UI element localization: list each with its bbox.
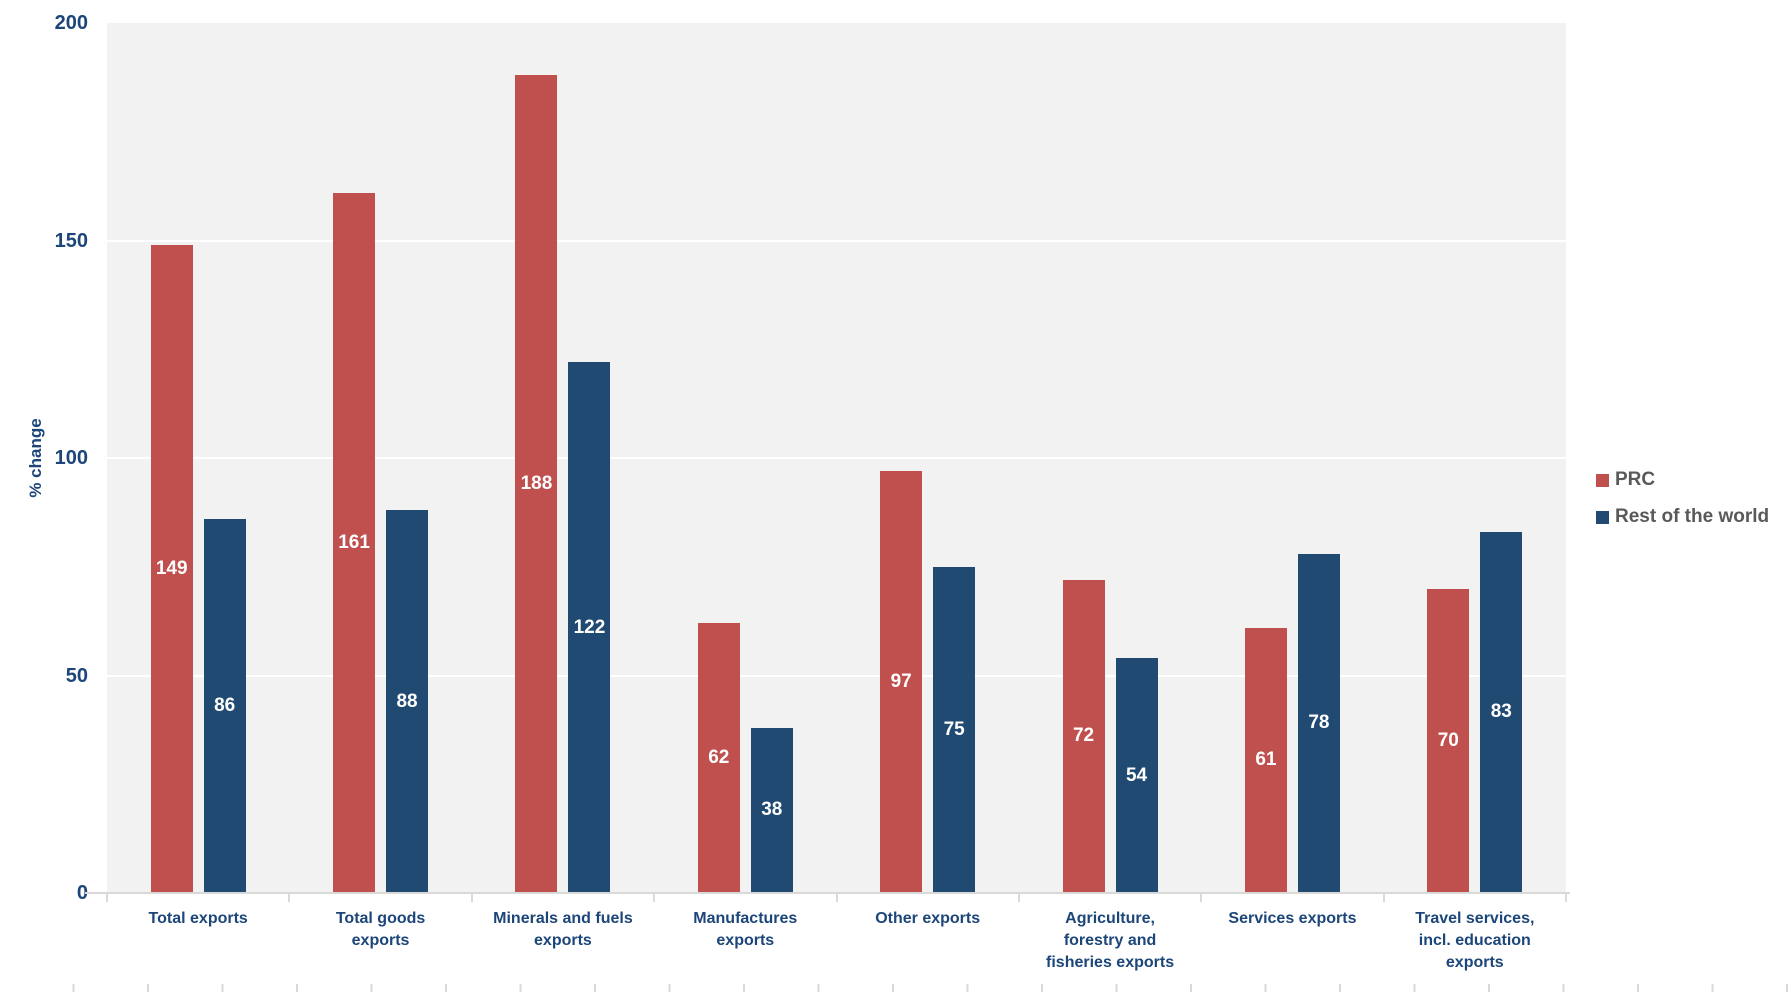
bars-row: 149 86 161 88 188 122 62 38 97 75 72 54 61 78 70 83 xyxy=(107,23,1566,893)
legend-swatch xyxy=(1596,473,1609,487)
bar-value-label: 88 xyxy=(396,690,418,712)
legend-label: Rest of the world xyxy=(1615,506,1770,527)
bar-value-label: 61 xyxy=(1255,749,1277,771)
x-axis-label-total-goods: Total goods exports xyxy=(335,910,426,949)
y-tick-label: 100 xyxy=(54,447,88,469)
y-axis-labels: 0 50 100 150 200 xyxy=(0,12,88,904)
plot-area: 149 86 161 88 188 122 62 38 97 75 72 54 61 78 70 83 xyxy=(107,23,1566,893)
bar-value-label: 86 xyxy=(214,694,236,716)
legend-item-prc: PRC xyxy=(1596,467,1769,493)
bar-prc: 161 xyxy=(333,192,376,893)
bottom-tick-strip xyxy=(0,984,1789,992)
category-group-agriculture: 72 54 xyxy=(1019,23,1201,893)
y-tick-label: 0 xyxy=(76,882,88,904)
bar-value-label: 122 xyxy=(573,616,606,638)
bar-rest-of-the-world: 54 xyxy=(1115,658,1158,893)
y-tick-label: 200 xyxy=(54,12,88,34)
bar-rest-of-the-world: 86 xyxy=(203,518,246,893)
x-axis-tick xyxy=(470,892,473,902)
x-axis-tick xyxy=(1382,892,1385,902)
bar-rest-of-the-world: 122 xyxy=(568,362,611,893)
category-group-minerals-and-fuels: 188 122 xyxy=(472,23,654,893)
x-axis-labels: Total exports Total goods exports Minerals… xyxy=(107,908,1566,974)
x-axis-tick xyxy=(1017,892,1020,902)
bar-prc: 72 xyxy=(1062,579,1105,893)
x-axis-ticks xyxy=(106,892,1567,902)
bar-prc: 97 xyxy=(880,471,923,893)
bar-value-label: 78 xyxy=(1308,712,1330,734)
bar-rest-of-the-world: 38 xyxy=(750,727,793,893)
bar-value-label: 70 xyxy=(1437,729,1459,751)
bar-prc: 70 xyxy=(1427,588,1470,893)
bar-value-label: 188 xyxy=(520,473,553,495)
bar-value-label: 38 xyxy=(761,799,783,821)
bar-prc: 62 xyxy=(697,623,740,893)
x-axis-tick xyxy=(835,892,838,902)
bar-value-label: 149 xyxy=(155,557,188,579)
bar-value-label: 97 xyxy=(890,671,912,693)
category-group-travel-services: 70 83 xyxy=(1384,23,1566,893)
y-tick-label: 50 xyxy=(65,664,88,687)
x-axis-label-total-exports: Total exports xyxy=(148,910,248,927)
x-axis-label-services-exports: Services exports xyxy=(1228,910,1357,927)
legend: PRC Rest of the world xyxy=(1596,467,1769,530)
gridline-50 xyxy=(107,674,1566,677)
bar-prc: 149 xyxy=(150,244,193,893)
bar-rest-of-the-world: 83 xyxy=(1480,531,1523,893)
category-group-total-exports: 149 86 xyxy=(107,23,289,893)
category-group-services-exports: 61 78 xyxy=(1201,23,1383,893)
category-group-total-goods: 161 88 xyxy=(289,23,471,893)
x-axis-label-agriculture: Agriculture, forestry and fisheries expo… xyxy=(1046,910,1175,971)
x-axis-line xyxy=(85,892,1570,894)
bar-value-label: 72 xyxy=(1072,725,1095,747)
bar-rest-of-the-world: 88 xyxy=(386,510,429,893)
x-axis-label-other-exports: Other exports xyxy=(875,910,981,927)
legend-swatch xyxy=(1596,510,1609,524)
bar-value-label: 62 xyxy=(708,747,730,769)
category-group-other-exports: 97 75 xyxy=(837,23,1019,893)
gridline-150 xyxy=(107,239,1566,242)
legend-label: PRC xyxy=(1615,469,1656,490)
x-axis-tick xyxy=(1565,892,1567,902)
bar-value-label: 83 xyxy=(1490,701,1512,723)
x-axis-label-travel-services: Travel services, incl. education exports xyxy=(1415,910,1535,971)
legend-item-rest-of-the-world: Rest of the world xyxy=(1596,504,1769,530)
bar-prc: 61 xyxy=(1244,627,1287,893)
x-axis-tick xyxy=(106,892,108,902)
bar-value-label: 54 xyxy=(1125,764,1148,786)
gridline-100 xyxy=(107,457,1566,459)
x-axis-tick xyxy=(653,892,656,902)
category-group-manufactures: 62 38 xyxy=(654,23,836,893)
bar-rest-of-the-world: 75 xyxy=(933,566,976,893)
x-axis-label-manufactures: Manufactures exports xyxy=(693,910,798,949)
bar-value-label: 75 xyxy=(943,718,965,740)
y-tick-label: 150 xyxy=(54,229,88,252)
bar-prc: 188 xyxy=(515,75,558,893)
x-axis-tick xyxy=(1200,892,1203,902)
bar-value-label: 161 xyxy=(338,531,370,553)
x-axis-tick xyxy=(288,892,291,902)
x-axis-label-minerals-and-fuels: Minerals and fuels exports xyxy=(493,910,633,949)
bar-rest-of-the-world: 78 xyxy=(1297,553,1340,893)
